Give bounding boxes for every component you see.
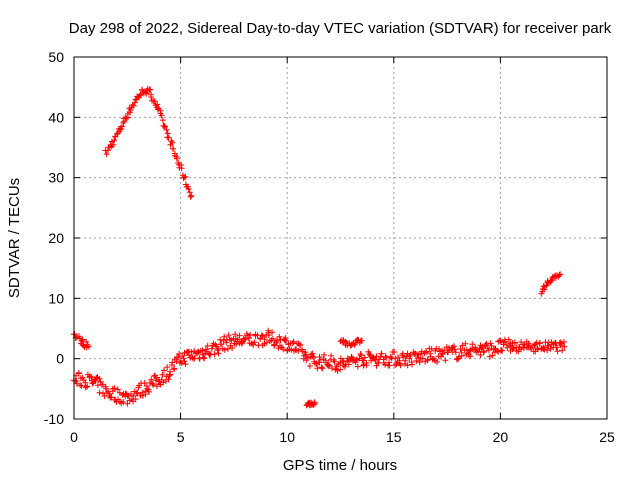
data-points: [337, 336, 365, 349]
y-tick-label: 50: [48, 49, 64, 65]
series-arc-peak: [102, 85, 195, 200]
x-tick-label: 0: [70, 429, 78, 445]
x-tick-label: 25: [599, 429, 615, 445]
ticks: 0 5 10 15 20 25 -10 0 10 20 30 40 50: [44, 49, 615, 445]
y-tick-label: 0: [56, 351, 64, 367]
data-points: [538, 271, 564, 297]
series-arc-small: [337, 336, 365, 349]
series-arc-late: [507, 338, 568, 355]
data-layer: [70, 85, 568, 409]
series-arc-end: [538, 271, 564, 297]
x-axis-label: GPS time / hours: [283, 457, 397, 474]
x-tick-label: 10: [279, 429, 295, 445]
y-tick-label: 40: [48, 109, 64, 125]
data-points: [102, 85, 195, 200]
x-tick-label: 5: [177, 429, 185, 445]
y-tick-label: 30: [48, 170, 64, 186]
y-tick-label: 10: [48, 290, 64, 306]
x-tick-label: 20: [493, 429, 509, 445]
chart-title: Day 298 of 2022, Sidereal Day-to-day VTE…: [69, 20, 612, 37]
data-points: [507, 338, 568, 355]
data-points: [303, 399, 318, 409]
series-arc-dot: [303, 399, 318, 409]
y-axis-label: SDTVAR / TECUs: [6, 178, 23, 298]
y-tick-label: 20: [48, 230, 64, 246]
y-tick-label: -10: [44, 411, 64, 427]
x-tick-label: 15: [386, 429, 402, 445]
